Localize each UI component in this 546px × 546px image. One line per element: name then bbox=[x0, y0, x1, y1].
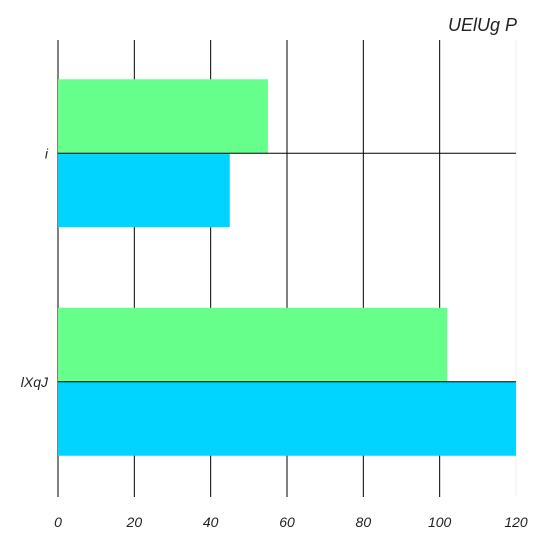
x-tick-label: 100 bbox=[428, 514, 452, 530]
bar bbox=[58, 79, 268, 154]
bar bbox=[58, 153, 230, 228]
bar bbox=[58, 307, 448, 382]
x-tick-label: 40 bbox=[203, 514, 219, 530]
y-category-label: lXqJ bbox=[21, 374, 49, 390]
bars bbox=[58, 79, 516, 456]
labels: 0 20 40 60 80 100 120 i lXqJ bbox=[21, 145, 528, 530]
chart-title: UElUg P bbox=[448, 15, 517, 35]
x-tick-label: 20 bbox=[126, 514, 143, 530]
x-tick-label: 80 bbox=[356, 514, 372, 530]
y-category-label: i bbox=[45, 145, 49, 161]
x-tick-label: 120 bbox=[504, 514, 528, 530]
bar bbox=[58, 381, 516, 456]
x-tick-label: 60 bbox=[279, 514, 295, 530]
x-tick-label: 0 bbox=[54, 514, 62, 530]
